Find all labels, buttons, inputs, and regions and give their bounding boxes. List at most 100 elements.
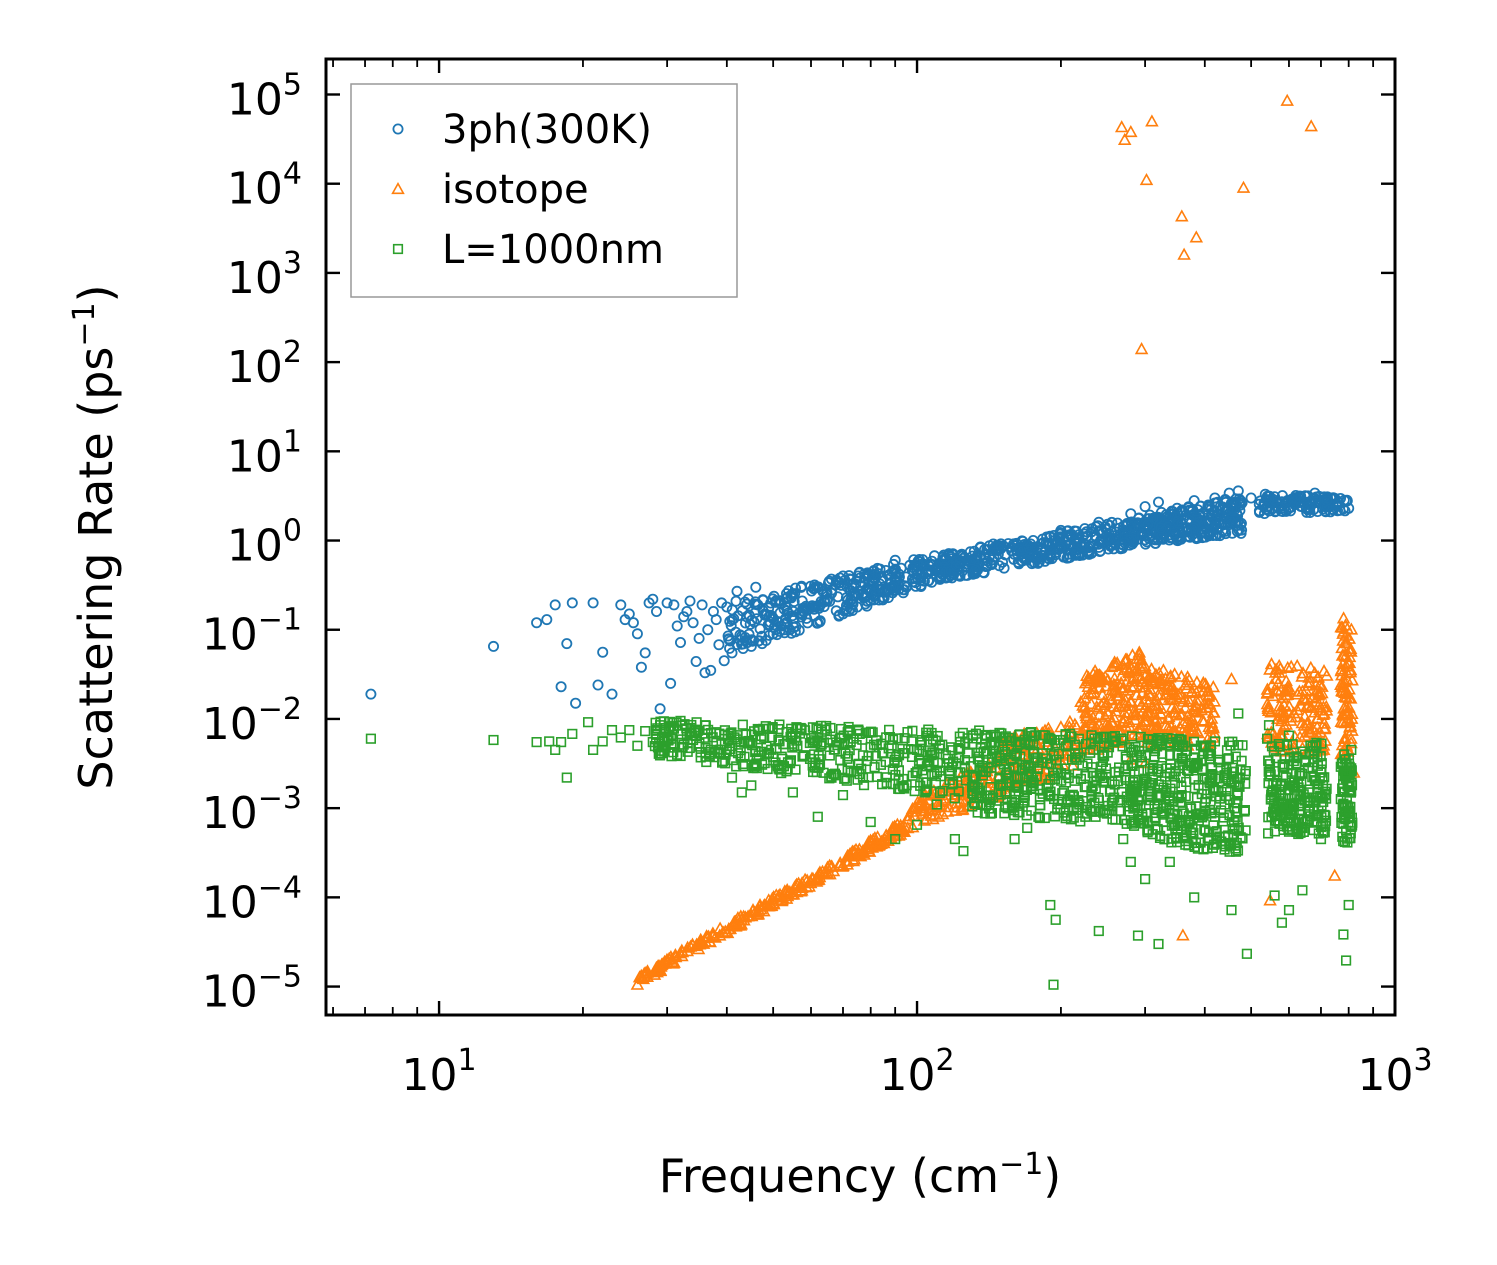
- data-point: [1066, 754, 1078, 765]
- data-point: [1292, 778, 1303, 789]
- data-point: [1226, 904, 1237, 916]
- data-point: [1147, 765, 1158, 777]
- data-point: [773, 734, 784, 745]
- data-point: [1173, 791, 1184, 802]
- data-point: [928, 807, 942, 820]
- data-point: [741, 909, 755, 922]
- data-point: [700, 732, 711, 743]
- data-point: [684, 595, 696, 607]
- data-point: [1160, 509, 1172, 521]
- data-point: [550, 744, 561, 755]
- data-point: [1116, 733, 1127, 744]
- data-point: [780, 884, 795, 897]
- data-point: [890, 769, 901, 781]
- data-point: [544, 736, 555, 747]
- legend-box: [350, 83, 738, 298]
- data-point: [1053, 748, 1064, 759]
- y-axis-label-sup: −1: [67, 302, 102, 346]
- data-point: [1342, 655, 1357, 669]
- data-point: [1098, 777, 1109, 788]
- data-point: [1327, 868, 1342, 881]
- data-point: [899, 733, 910, 744]
- data-point: [1264, 759, 1276, 770]
- data-point: [1304, 660, 1318, 674]
- data-point: [968, 797, 980, 808]
- data-point: [1081, 673, 1096, 687]
- data-point: [680, 944, 695, 957]
- data-point: [1091, 771, 1102, 782]
- data-point: [1205, 750, 1217, 762]
- data-point: [592, 679, 604, 691]
- data-point: [842, 753, 853, 764]
- data-point: [1290, 489, 1302, 501]
- data-point: [915, 579, 927, 591]
- data-point: [716, 739, 727, 750]
- data-point: [965, 761, 976, 772]
- data-point: [1125, 680, 1139, 693]
- data-point: [1210, 827, 1222, 838]
- legend-marker-circle: [392, 123, 404, 135]
- data-point: [973, 751, 985, 762]
- data-point: [671, 620, 683, 632]
- data-point: [1302, 676, 1317, 689]
- data-point: [1116, 715, 1130, 729]
- data-point: [1081, 801, 1093, 813]
- data-point: [721, 601, 733, 613]
- data-point: [1304, 700, 1318, 713]
- data-point: [1261, 490, 1273, 502]
- data-point: [1130, 780, 1141, 791]
- data-point: [1302, 725, 1316, 738]
- x-tick-label: 101: [402, 1043, 477, 1101]
- data-point: [1284, 713, 1298, 726]
- data-point: [1153, 938, 1164, 950]
- data-point: [946, 761, 957, 773]
- data-point: [1300, 691, 1315, 704]
- data-point: [986, 807, 997, 819]
- data-point: [632, 740, 643, 751]
- data-point: [940, 750, 951, 761]
- data-point: [1281, 496, 1293, 508]
- data-point: [1220, 528, 1232, 540]
- data-point: [716, 925, 730, 938]
- data-point: [1124, 124, 1138, 138]
- data-point: [693, 632, 705, 644]
- data-point: [653, 748, 664, 759]
- data-point: [748, 726, 760, 737]
- data-point: [995, 541, 1007, 553]
- data-point: [1283, 503, 1295, 515]
- data-point: [866, 832, 880, 845]
- data-point: [1023, 760, 1034, 771]
- data-point: [1209, 492, 1221, 504]
- data-point: [570, 697, 582, 709]
- data-point: [639, 647, 651, 659]
- data-point: [1342, 649, 1357, 663]
- data-point: [1339, 754, 1351, 765]
- data-point: [907, 573, 919, 585]
- data-point: [930, 735, 941, 746]
- data-point: [1223, 774, 1234, 785]
- data-point: [1055, 734, 1066, 746]
- data-point: [875, 575, 887, 587]
- data-point: [1260, 682, 1275, 695]
- data-point: [1110, 814, 1121, 825]
- data-point: [778, 618, 790, 630]
- data-point: [937, 785, 948, 797]
- data-point: [1196, 526, 1208, 538]
- data-point: [675, 637, 687, 649]
- data-point: [933, 560, 945, 572]
- data-point: [790, 621, 802, 633]
- data-point: [1180, 714, 1195, 727]
- data-point: [837, 570, 849, 582]
- data-point: [1202, 832, 1213, 843]
- data-point: [742, 593, 754, 605]
- legend: 3ph(300K) isotope L=1000nm: [350, 83, 738, 298]
- axis-ticks: [326, 59, 1397, 1015]
- data-point: [837, 789, 849, 801]
- data-point: [718, 655, 730, 667]
- data-point: [994, 764, 1006, 776]
- y-tick-label: 101: [227, 424, 302, 482]
- data-point: [723, 633, 735, 645]
- y-tick-label: 10−4: [202, 870, 302, 928]
- series-circle: [365, 485, 1355, 715]
- data-point: [1176, 781, 1187, 792]
